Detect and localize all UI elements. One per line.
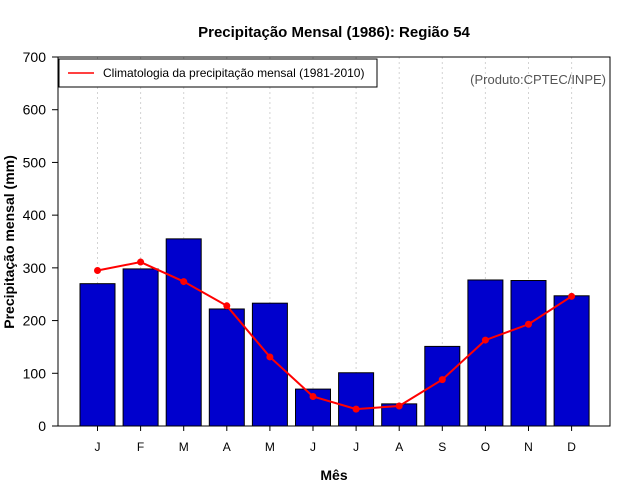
climatology-point-11 (525, 320, 532, 328)
x-tick-label: M (179, 440, 189, 454)
y-tick-label: 100 (23, 365, 47, 381)
y-tick-label: 700 (23, 49, 47, 65)
y-axis: 0 100 200 300 400 500 600 700 (23, 49, 58, 434)
x-tick-label: J (95, 440, 101, 454)
climatology-point-2 (137, 258, 145, 266)
x-tick-label: N (524, 440, 533, 454)
x-tick-label: D (567, 440, 576, 454)
climatology-point-3 (180, 278, 188, 286)
y-tick-label: 300 (23, 260, 47, 276)
plot-frame (57, 56, 611, 427)
climatology-point-6 (309, 392, 317, 400)
y-tick-label: 400 (23, 207, 47, 223)
legend: Climatologia da precipitação mensal (198… (58, 58, 378, 88)
bar-10 (467, 279, 504, 427)
climatology-line (97, 261, 573, 411)
x-tick-label: O (481, 440, 490, 454)
x-tick-label: J (353, 440, 359, 454)
x-tick-label: A (395, 440, 403, 454)
climatology-point-1 (94, 266, 101, 274)
climatology-point-9 (438, 376, 446, 384)
climatology-point-5 (266, 353, 274, 361)
bar-series (79, 238, 590, 427)
bar-2 (122, 268, 159, 427)
climatology-point-10 (481, 336, 489, 344)
y-tick-label: 200 (23, 313, 47, 329)
x-tick-label: M (265, 440, 275, 454)
legend-box (58, 58, 378, 88)
x-tick-label: F (137, 440, 144, 454)
legend-label: Climatologia da precipitação mensal (198… (103, 66, 364, 80)
x-tick-label: S (438, 440, 446, 454)
y-tick-label: 500 (23, 154, 47, 170)
bar-12 (553, 295, 590, 427)
bar-5 (251, 302, 288, 427)
bar-1 (79, 283, 116, 427)
x-axis-title: Mês (320, 467, 347, 483)
bar-11 (510, 280, 547, 427)
credit-text: (Produto:CPTEC/INPE) (470, 72, 606, 87)
climatology-line-series (94, 258, 576, 413)
x-tick-label: J (310, 440, 316, 454)
bar-4 (208, 308, 245, 427)
y-tick-label: 600 (23, 102, 47, 118)
climatology-point-4 (223, 302, 231, 310)
climatology-point-12 (568, 292, 576, 300)
x-tick-label: A (223, 440, 231, 454)
grid-lines (97, 57, 573, 426)
climatology-point-8 (395, 402, 403, 410)
climatology-point-7 (352, 405, 360, 413)
y-tick-label: 0 (38, 418, 46, 434)
bar-3 (165, 238, 202, 427)
bar-7 (338, 372, 375, 427)
y-axis-title: Precipitação mensal (mm) (1, 155, 17, 329)
chart-title: Precipitação Mensal (1986): Região 54 (198, 24, 470, 41)
